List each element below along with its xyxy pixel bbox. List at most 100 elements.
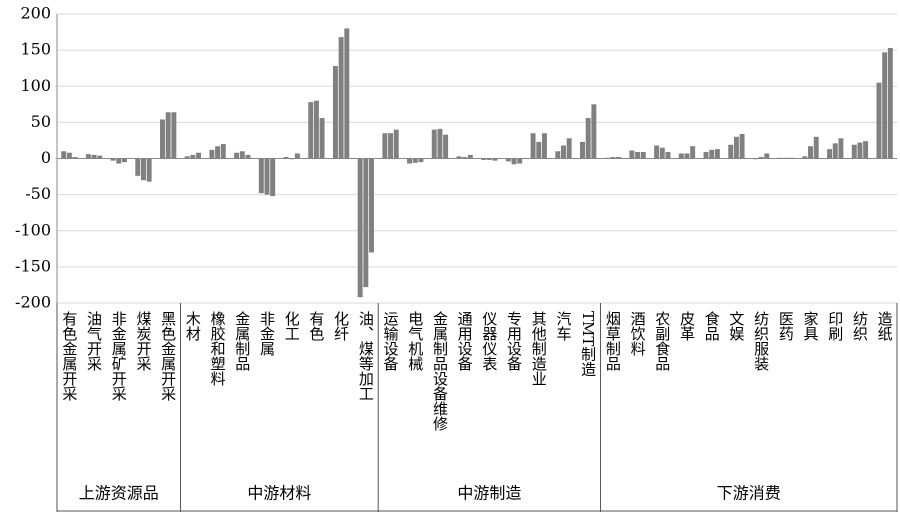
bar xyxy=(462,157,468,159)
bar xyxy=(270,158,276,197)
bar xyxy=(412,158,418,163)
x-tick-label: 化纤 xyxy=(332,311,350,341)
bar xyxy=(220,144,226,159)
x-tick-label: 运输设备 xyxy=(382,311,400,371)
bar xyxy=(431,129,437,159)
x-tick-label: 纺织 xyxy=(851,311,869,341)
bar xyxy=(863,141,869,159)
bar xyxy=(418,158,424,163)
x-tick-label: 有色金属开采 xyxy=(60,311,78,401)
bar xyxy=(505,158,511,162)
bar xyxy=(407,158,413,164)
bar xyxy=(678,153,684,159)
bar xyxy=(135,158,141,176)
bar xyxy=(709,149,715,159)
bar xyxy=(110,158,116,161)
bar xyxy=(739,133,745,159)
bar xyxy=(382,133,388,159)
bar xyxy=(728,144,734,159)
bar xyxy=(283,157,289,159)
bar xyxy=(610,157,616,159)
x-tick-label: 金属制品 xyxy=(233,311,251,371)
bar xyxy=(690,146,696,159)
bar xyxy=(808,146,813,159)
bar xyxy=(121,158,127,163)
bar xyxy=(332,66,338,159)
x-tick-label: 有色 xyxy=(307,311,325,341)
bar xyxy=(165,112,171,159)
bar xyxy=(66,152,72,159)
bar xyxy=(764,153,770,159)
bar xyxy=(827,149,833,159)
bar xyxy=(456,156,462,159)
bar xyxy=(308,102,314,159)
x-tick-label: 专用设备 xyxy=(505,311,523,371)
bar xyxy=(492,158,498,161)
bar xyxy=(733,136,739,159)
bar xyxy=(85,154,91,159)
y-tick-label: -150 xyxy=(15,256,51,275)
x-tick-label: 仪器仪表 xyxy=(480,311,498,371)
bar xyxy=(289,158,295,160)
x-tick-label: 食品 xyxy=(703,311,721,341)
bar xyxy=(832,143,838,159)
x-tick-label: 印刷 xyxy=(826,311,844,341)
bar xyxy=(789,157,794,159)
x-tick-label: 纺织服装 xyxy=(752,311,770,371)
bar xyxy=(635,151,641,159)
x-tick-label: 木材 xyxy=(184,311,202,341)
group-label: 中游制造 xyxy=(457,484,521,503)
bar xyxy=(703,151,709,159)
x-tick-label: 非金属 xyxy=(258,311,276,356)
bar xyxy=(393,129,399,159)
x-tick-label: 通用设备 xyxy=(456,311,474,371)
bar xyxy=(146,158,152,182)
bar xyxy=(511,158,517,165)
bar xyxy=(91,154,97,159)
y-tick-label: -100 xyxy=(15,220,51,239)
x-tick-label: 文娱 xyxy=(727,311,745,341)
bar xyxy=(190,154,196,159)
bar xyxy=(196,152,202,159)
bar xyxy=(887,47,893,159)
bar xyxy=(536,141,542,159)
bar xyxy=(838,138,844,159)
bar xyxy=(184,156,190,159)
bar xyxy=(72,157,78,159)
bar xyxy=(160,119,165,159)
bar xyxy=(388,133,393,159)
x-tick-label: 黑色金属开采 xyxy=(159,311,177,401)
x-tick-label: 电气机械 xyxy=(406,311,424,371)
bar xyxy=(363,158,369,288)
bar xyxy=(443,134,449,159)
x-tick-label: 非金属矿开采 xyxy=(110,311,128,401)
bar xyxy=(215,146,221,159)
x-tick-label: 医药 xyxy=(777,311,795,342)
bar xyxy=(245,154,251,159)
bar xyxy=(640,151,646,159)
x-tick-label: 农副食品 xyxy=(653,311,671,371)
x-tick-label: 烟草制品 xyxy=(604,311,622,371)
bar xyxy=(616,157,622,159)
bar xyxy=(258,158,264,194)
x-tick-label: 金属制品设备维修 xyxy=(431,311,449,431)
bar xyxy=(530,133,536,159)
bar xyxy=(882,52,888,159)
bar xyxy=(876,82,882,159)
bar xyxy=(541,133,547,159)
bar xyxy=(566,138,572,159)
bar xyxy=(783,157,789,159)
bar xyxy=(659,147,665,159)
y-tick-label: -50 xyxy=(25,184,51,203)
bar xyxy=(97,155,103,159)
x-tick-label: 化工 xyxy=(283,311,301,341)
bar xyxy=(344,28,350,159)
bar xyxy=(234,152,240,159)
bar xyxy=(813,136,819,159)
bar xyxy=(654,145,660,159)
x-tick-label: 家具 xyxy=(802,311,820,341)
y-tick-label: -200 xyxy=(15,293,51,312)
bar xyxy=(629,150,635,159)
group-label: 下游消费 xyxy=(717,484,781,503)
